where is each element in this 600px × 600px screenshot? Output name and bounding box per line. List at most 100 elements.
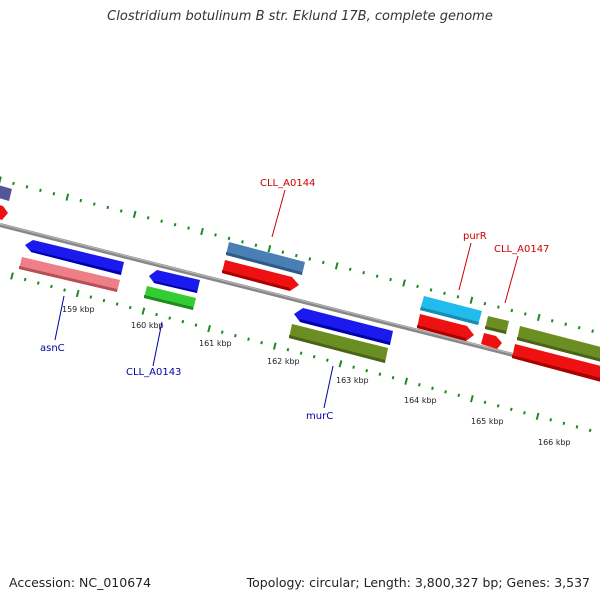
inner-minor-tick [352, 365, 355, 369]
outer-minor-tick [497, 305, 500, 309]
gene-murc[interactable] [289, 324, 388, 363]
gene-murc-shade [289, 335, 385, 363]
outer-minor-tick [241, 240, 244, 244]
gene-purr[interactable] [420, 296, 482, 325]
gene-asnc-shade [19, 266, 117, 292]
outer-minor-tick [254, 243, 258, 247]
scale-label-163: 163 kbp [336, 376, 369, 385]
outer-minor-tick [146, 216, 150, 220]
label-cll-a0143[interactable]: CLL_A0143 [126, 367, 181, 378]
inner-minor-tick [247, 337, 250, 341]
outer-minor-tick [119, 209, 123, 213]
connector-cll-a0143 [152, 321, 163, 367]
gene-purr-shade [420, 307, 479, 325]
outer-minor-tick [281, 250, 285, 254]
outer-minor-tick [294, 253, 298, 258]
inner-minor-tick [457, 393, 461, 397]
outer-minor-tick [375, 274, 379, 278]
inner-minor-tick [562, 421, 566, 426]
gene-blue-small-shade [154, 281, 197, 293]
inner-minor-tick [260, 340, 264, 345]
gene-labels: CLL_A0144 purR CLL_A0147 asnC CLL_A0143 … [40, 178, 549, 422]
connector-murc [323, 365, 334, 409]
inner-minor-tick [194, 323, 198, 327]
scale-label-162: 162 kbp [267, 357, 300, 366]
inner-minor-tick [89, 295, 93, 299]
inner-minor-tick [155, 312, 158, 317]
gene-blue-asnc-region-shade [31, 250, 121, 275]
inner-major-tick [75, 289, 80, 298]
inner-minor-tick [23, 277, 27, 282]
label-asnc[interactable]: asnC [40, 343, 65, 354]
inner-tick-track [10, 272, 592, 433]
inner-minor-tick [299, 351, 303, 355]
gene-purple-partial[interactable] [0, 184, 12, 201]
outer-minor-tick [348, 267, 352, 271]
label-cll-a0144[interactable]: CLL_A0144 [260, 178, 315, 189]
outer-minor-tick [429, 288, 433, 292]
gene-blue-asnc-region[interactable] [25, 240, 124, 275]
inner-minor-tick [588, 428, 592, 433]
gene-olive-right[interactable] [517, 326, 600, 362]
scale-label-165: 165 kbp [471, 417, 504, 426]
outer-minor-tick [591, 329, 594, 333]
outer-major-tick [267, 245, 272, 253]
gene-olive-right-shade [517, 337, 600, 362]
inner-minor-tick [220, 330, 224, 334]
outer-major-tick [200, 227, 204, 236]
outer-major-tick [334, 262, 339, 270]
gene-blue-small[interactable] [149, 270, 200, 293]
scale-label-159: 159 kbp [62, 305, 95, 314]
inner-minor-tick [50, 284, 53, 289]
inner-minor-tick [365, 369, 369, 373]
outer-minor-tick [160, 219, 163, 223]
inner-minor-tick [417, 383, 421, 387]
connector-cll-a0144 [271, 189, 286, 238]
connector-asnc [54, 295, 65, 341]
outer-major-tick [536, 313, 541, 322]
gene-red-purr-adjacent[interactable] [417, 314, 474, 341]
label-cll-a0147[interactable]: CLL_A0147 [494, 244, 549, 255]
gene-cll-a0144[interactable] [222, 260, 299, 291]
outer-tick-track [0, 176, 594, 333]
inner-minor-tick [286, 347, 290, 352]
outer-minor-tick [12, 181, 15, 186]
gene-red-purr-adjacent-shade [417, 325, 466, 341]
connector-cll-a0147 [504, 255, 519, 304]
inner-minor-tick [63, 288, 66, 292]
gene-cll-a0143[interactable] [144, 286, 196, 310]
scale-label-161: 161 kbp [199, 339, 232, 348]
label-connectors [54, 189, 519, 409]
outer-minor-tick [456, 295, 460, 299]
outer-minor-tick [510, 308, 514, 313]
connector-purr [458, 242, 472, 291]
label-purr[interactable]: purR [463, 231, 487, 242]
gene-blue-murc-region[interactable] [294, 308, 393, 345]
gene-red-small[interactable] [481, 333, 502, 349]
inner-minor-tick [312, 354, 316, 359]
inner-minor-tick [431, 386, 434, 390]
forward-genes [0, 184, 600, 382]
gene-red-right-shade [512, 355, 600, 382]
outer-major-tick [132, 210, 137, 218]
inner-major-tick [470, 395, 474, 403]
gene-asnc[interactable] [19, 257, 120, 292]
outer-minor-tick [308, 257, 312, 261]
outer-minor-tick [443, 291, 446, 296]
inner-minor-tick [115, 302, 119, 306]
inner-minor-tick [483, 400, 487, 405]
inner-minor-tick [523, 411, 526, 415]
outer-major-tick [469, 296, 474, 304]
inner-minor-tick [444, 390, 447, 394]
gene-steel-block[interactable] [226, 242, 305, 275]
gene-red-partial[interactable] [0, 204, 8, 220]
outer-minor-tick [550, 319, 554, 323]
inner-minor-tick [181, 319, 185, 324]
label-murc[interactable]: murC [306, 411, 333, 422]
gene-steel-block-shade [226, 252, 302, 275]
outer-minor-tick [321, 260, 325, 265]
outer-minor-tick [227, 236, 231, 241]
gene-blue-murc-region-shade [300, 319, 390, 345]
